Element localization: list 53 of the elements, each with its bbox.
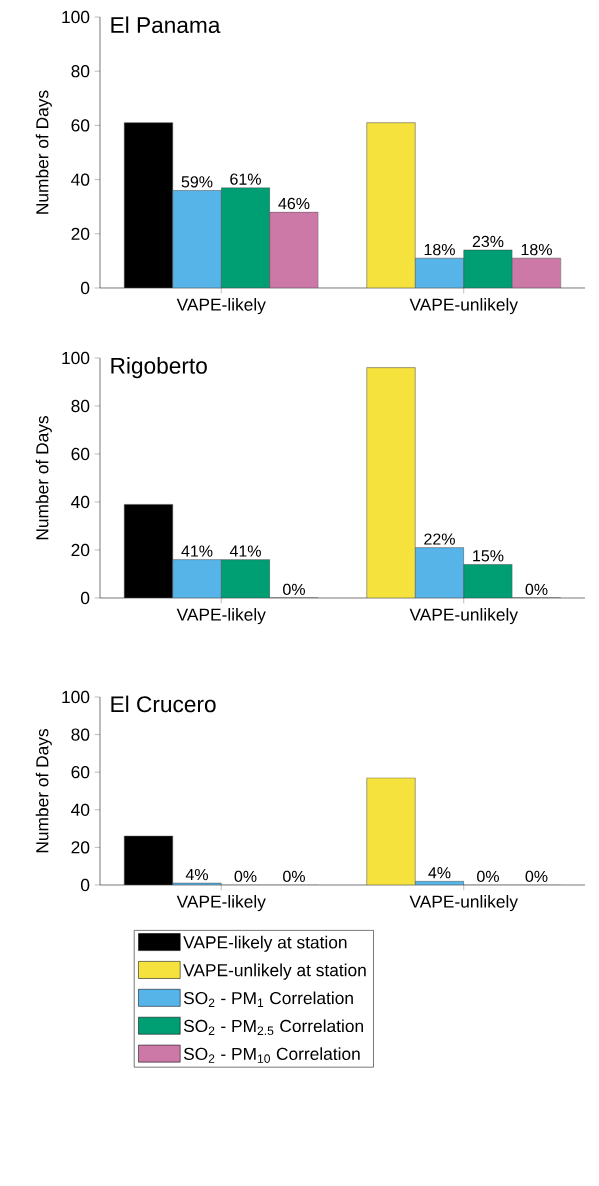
x-tick-label: VAPE-likely [176,608,266,625]
annotation: 0% [525,583,548,596]
chart-title: El Crucero [111,695,216,713]
y-tick-label: 80 [71,65,90,78]
annotation: 15% [473,550,504,562]
x-tick-label: VAPE-likely [176,895,266,912]
y-tick-label: 100 [62,690,90,704]
annotation: 0% [283,870,305,883]
y-axis-title: Number of Days [35,729,52,853]
y-tick-label: 80 [71,399,90,413]
y-axis-title: Number of Days [35,416,52,540]
x-tick-label: VAPE-likely [176,298,266,315]
y-tick-label: 40 [71,803,90,816]
annotation: 22% [424,533,455,545]
y-tick-label: 40 [71,173,90,186]
x-tick-label: VAPE-unlikely [409,298,518,315]
annotation: 4% [428,867,451,879]
annotation: 41% [181,545,213,557]
y-tick-label: 60 [71,119,90,132]
annotation: 59% [181,176,213,188]
legend-label: SO$_{2}$ - PM$_{1}$ Correlation [183,991,353,1008]
annotation: 41% [229,545,261,557]
legend-label: VAPE-unlikely at station [183,963,366,980]
y-tick-label: 60 [71,447,90,461]
y-tick-label: 20 [71,841,90,854]
annotation: 18% [521,243,552,256]
x-tick-label: VAPE-unlikely [409,608,518,625]
annotation: 23% [472,235,504,248]
y-tick-label: 100 [62,10,90,24]
y-tick-label: 0 [80,591,90,605]
y-tick-label: 0 [80,281,90,295]
legend-label: SO$_{2}$ - PM$_{2.5}$ Correlation [183,1019,363,1036]
legend-label: SO$_{2}$ - PM$_{10}$ Correlation [183,1047,360,1063]
annotation: 61% [230,173,261,185]
annotation: 18% [424,243,455,256]
chart-title: Rigoberto [111,357,207,379]
y-axis-title: Number of Days [35,90,52,214]
annotation: 46% [278,197,310,210]
annotation: 4% [185,868,208,881]
y-tick-label: 60 [71,766,90,779]
y-tick-label: 80 [71,728,90,741]
annotation: 0% [477,870,499,883]
chart-title: El Panama [111,16,221,34]
y-tick-label: 40 [71,495,90,509]
y-tick-label: 100 [62,351,90,365]
annotation: 0% [283,583,305,596]
x-tick-label: VAPE-unlikely [409,895,518,912]
legend-label: VAPE-likely at station [183,935,347,952]
annotation: 0% [525,870,548,883]
annotation: 0% [234,870,257,883]
y-tick-label: 0 [80,878,90,892]
y-tick-label: 20 [71,543,90,557]
y-tick-label: 20 [71,227,90,240]
